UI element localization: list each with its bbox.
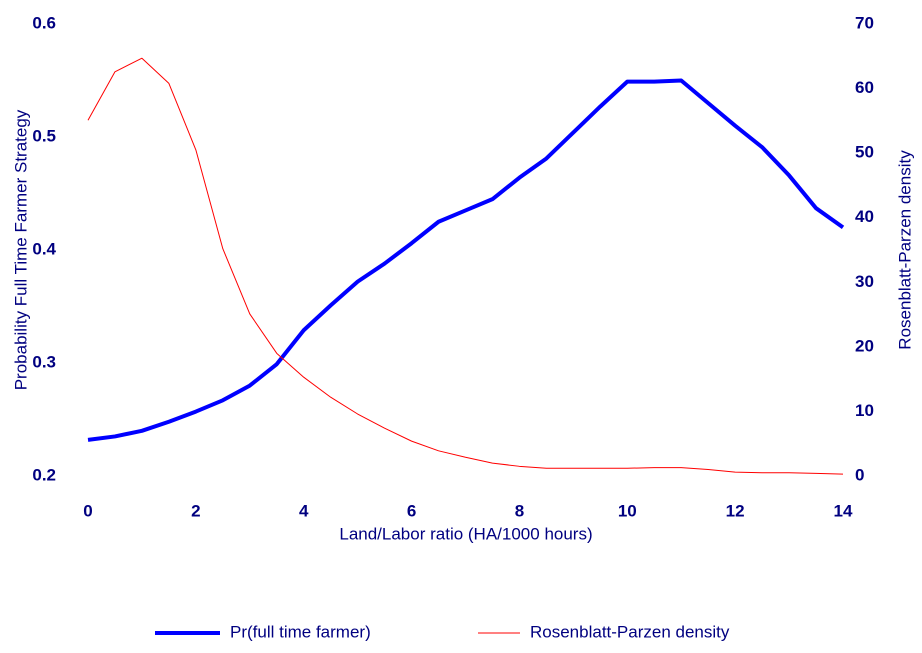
x-tick-label: 2 — [191, 501, 200, 520]
x-tick-label: 0 — [83, 501, 92, 520]
y2-tick-label: 50 — [855, 143, 874, 162]
data-line — [87, 78, 845, 442]
y2-axis-label: Rosenblatt-Parzen density — [895, 150, 914, 350]
x-tick-label: 14 — [834, 501, 853, 520]
y2-tick-label: 10 — [855, 401, 874, 420]
legend-label: Rosenblatt-Parzen density — [530, 622, 730, 641]
x-tick-label: 4 — [299, 501, 309, 520]
y-axis-label: Probability Full Time Farmer Strategy — [11, 109, 30, 390]
y-tick-label: 0.5 — [32, 126, 56, 145]
x-tick-label: 8 — [515, 501, 524, 520]
y-tick-label: 0.2 — [32, 465, 56, 484]
x-axis-label: Land/Labor ratio (HA/1000 hours) — [339, 524, 592, 543]
y-tick-label: 0.6 — [32, 13, 56, 32]
x-tick-label: 12 — [726, 501, 745, 520]
y2-tick-label: 70 — [855, 13, 874, 32]
x-tick-label: 6 — [407, 501, 416, 520]
x-tick-label: 10 — [618, 501, 637, 520]
y2-tick-label: 20 — [855, 336, 874, 355]
y2-tick-label: 60 — [855, 78, 874, 97]
data-line — [87, 57, 844, 475]
legend-label: Pr(full time farmer) — [230, 622, 371, 641]
y-tick-label: 0.4 — [32, 239, 56, 258]
y2-tick-label: 0 — [855, 465, 864, 484]
y-tick-label: 0.3 — [32, 352, 56, 371]
y2-tick-label: 30 — [855, 272, 874, 291]
y2-tick-label: 40 — [855, 207, 874, 226]
